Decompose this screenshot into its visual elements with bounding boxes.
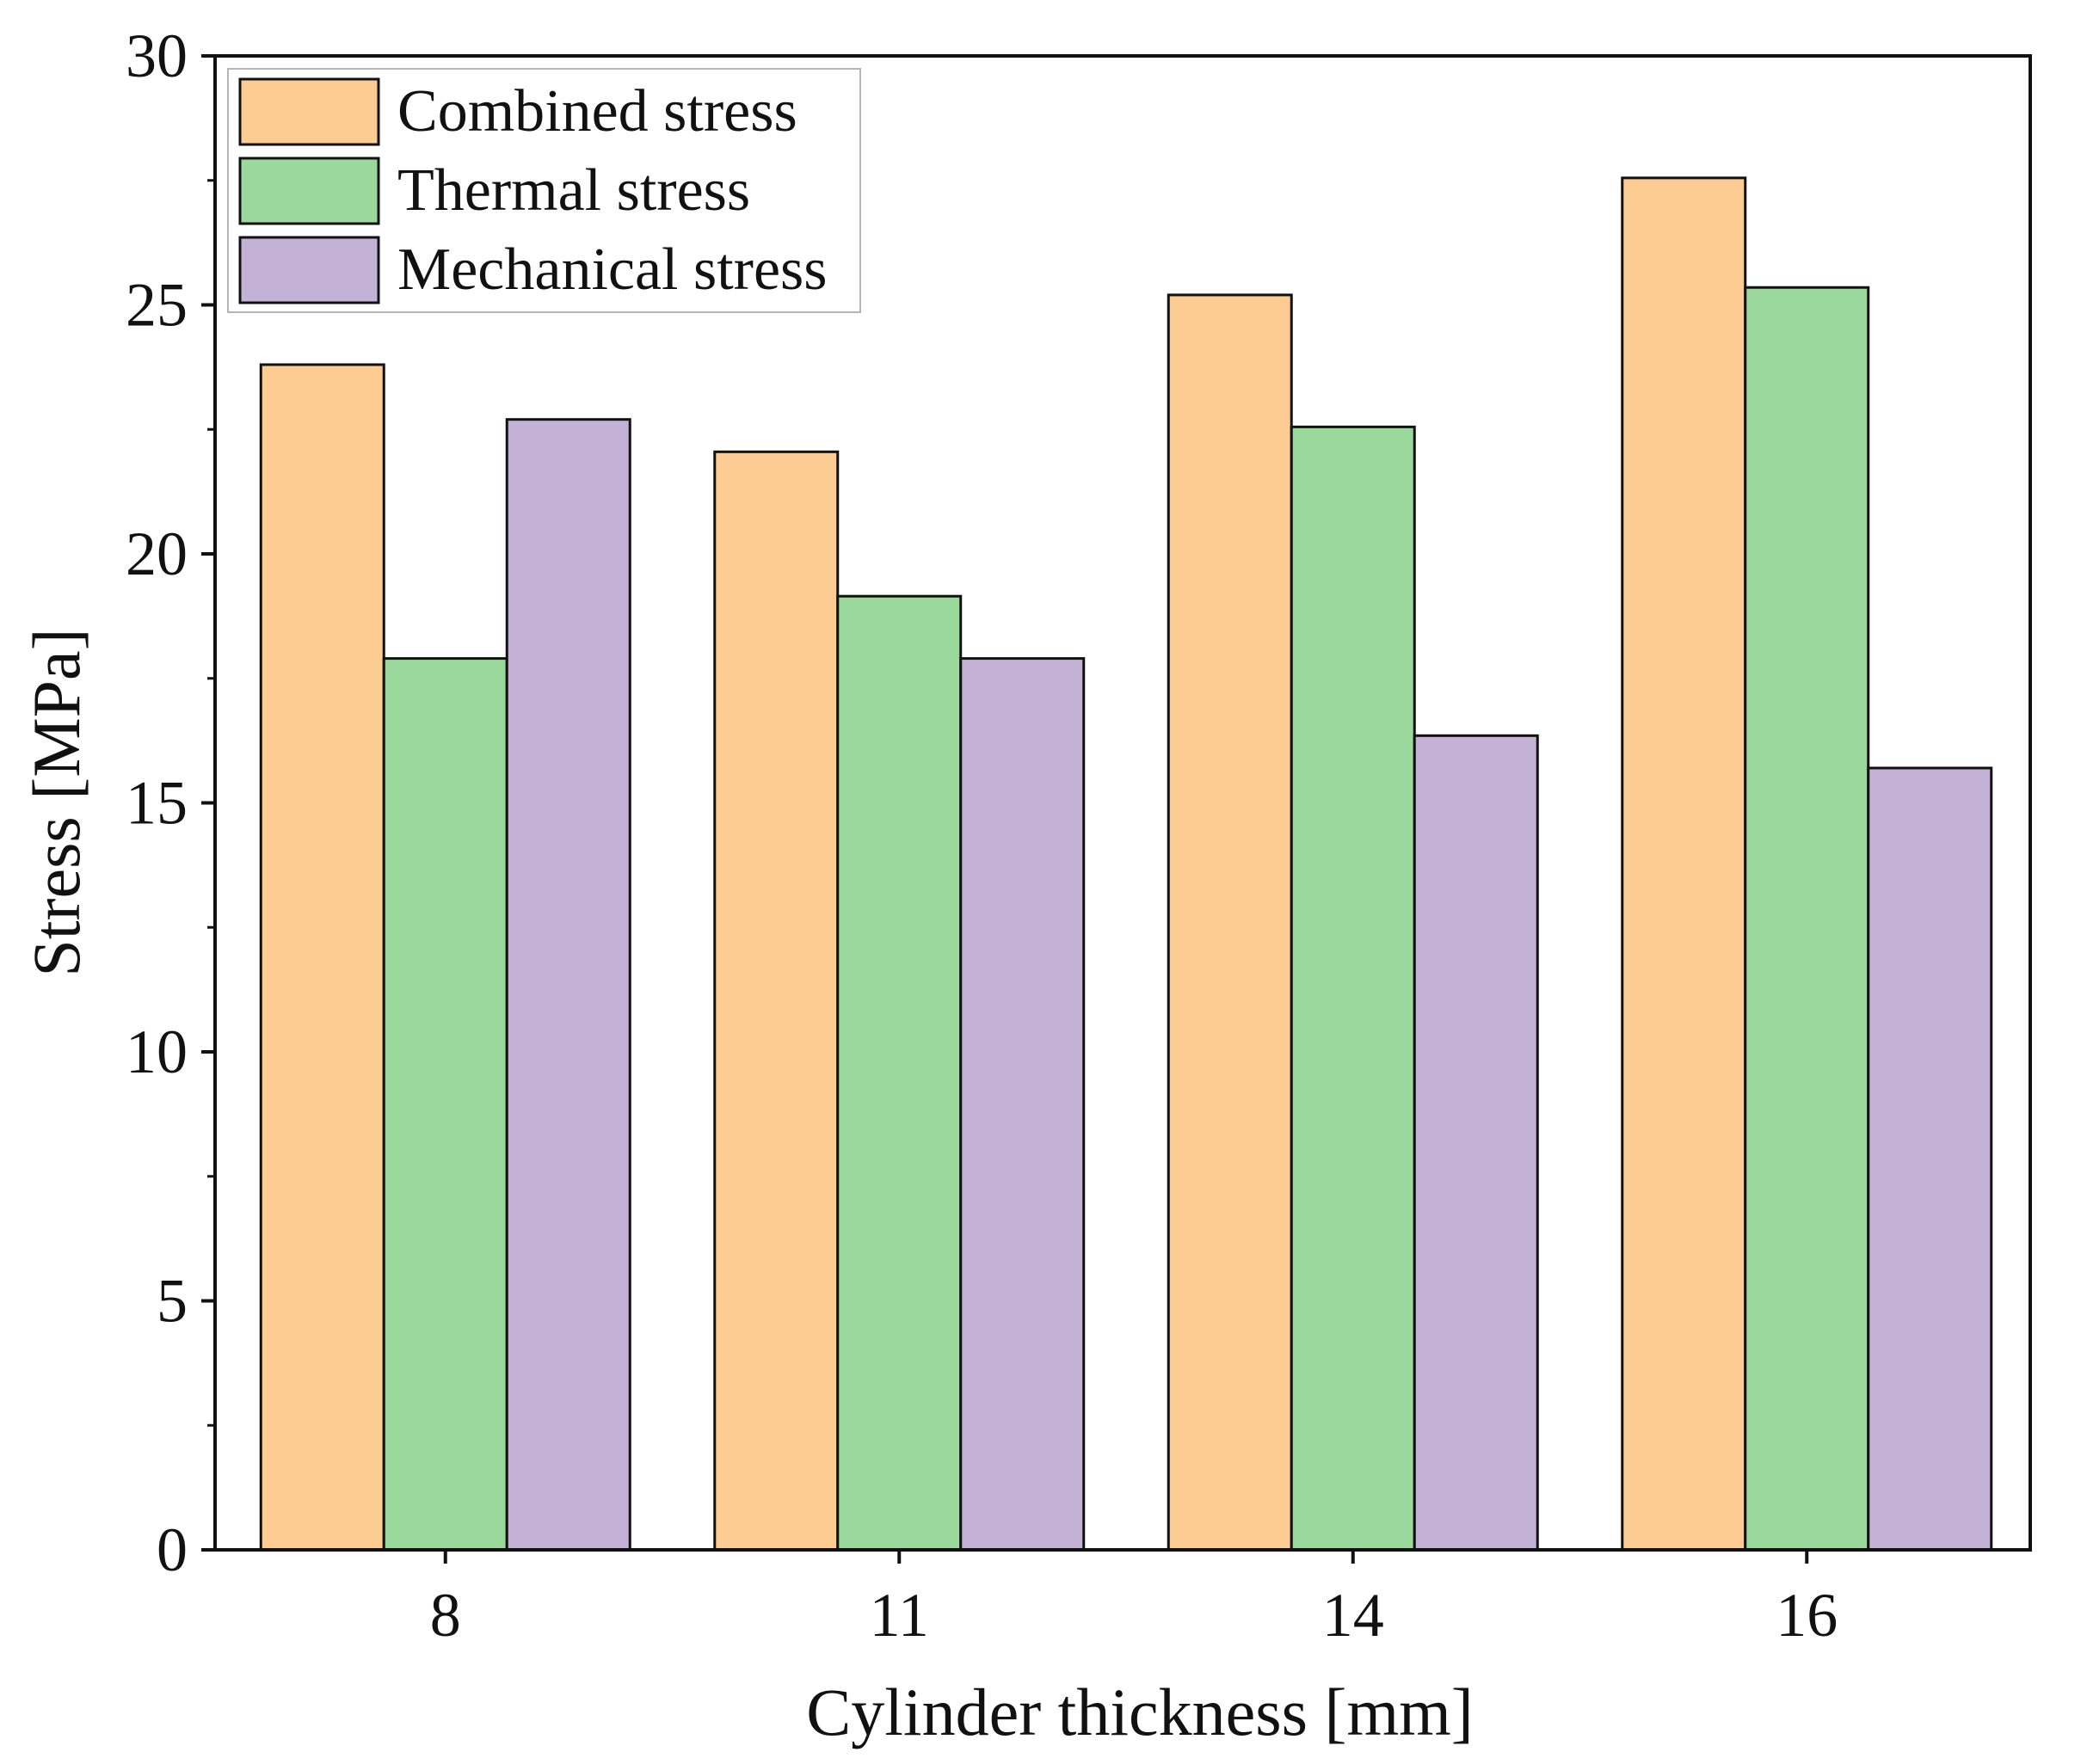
y-tick-label: 15	[126, 769, 188, 838]
x-axis-ticks: 8 11 14 16	[430, 1550, 1838, 1650]
legend-label: Combined stress	[397, 78, 797, 144]
bar-thermal-stress-16	[1744, 286, 1870, 1552]
bar-mechanical-stress-16	[1867, 766, 1993, 1552]
plot-frame	[213, 54, 2032, 1552]
legend-swatch	[238, 77, 380, 146]
bar-thermal-stress-8	[382, 657, 508, 1552]
legend-swatch	[238, 157, 380, 225]
bar-combined-stress-16	[1621, 176, 1747, 1552]
legend-label: Mechanical stress	[397, 237, 828, 303]
legend-label: Thermal stress	[397, 157, 750, 224]
legend-swatch	[238, 236, 380, 304]
y-axis-ticks: 0 5 10 15 20 25 30	[126, 22, 215, 1584]
legend: Combined stress Thermal stress Mechanical …	[227, 68, 861, 313]
bar-combined-stress-11	[713, 450, 840, 1552]
x-tick-label: 11	[870, 1581, 929, 1650]
y-tick-label: 5	[157, 1267, 188, 1336]
x-axis-title: Cylinder thickness [mm]	[806, 1675, 1474, 1749]
bars-group	[259, 176, 1993, 1552]
y-tick-label: 10	[126, 1017, 188, 1086]
bar-combined-stress-8	[259, 363, 385, 1552]
bar-thermal-stress-14	[1290, 425, 1416, 1552]
x-tick-label: 16	[1776, 1581, 1838, 1650]
y-tick-label: 25	[126, 271, 188, 340]
y-tick-label: 20	[126, 519, 188, 588]
y-tick-label: 0	[157, 1515, 188, 1584]
x-tick-label: 14	[1322, 1581, 1384, 1650]
x-tick-label: 8	[430, 1581, 461, 1650]
bar-mechanical-stress-14	[1413, 734, 1539, 1552]
bar-mechanical-stress-11	[959, 657, 1086, 1552]
bar-mechanical-stress-8	[505, 418, 631, 1552]
bar-combined-stress-14	[1167, 293, 1293, 1552]
bar-thermal-stress-11	[836, 594, 963, 1552]
y-tick-label: 30	[126, 22, 188, 90]
y-axis-title: Stress [MPa]	[19, 628, 94, 976]
